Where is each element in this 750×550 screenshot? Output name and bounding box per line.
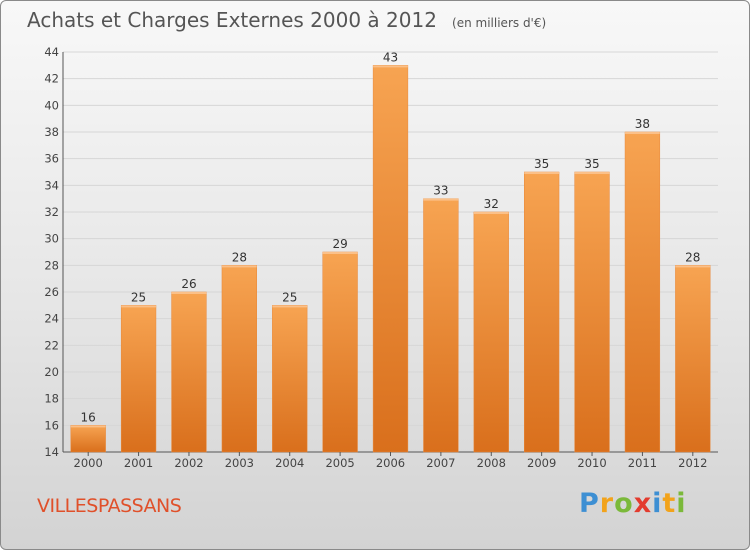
y-tick-label: 14 [44,445,59,459]
y-tick-label: 42 [44,72,59,86]
y-tick-label: 38 [44,125,59,139]
x-tick-label: 2011 [628,456,657,470]
bar-value-label: 33 [433,184,448,198]
x-tick-labels: 2000 2001 2002 2003 2004 2005 2006 2007 2008 2009… [74,452,707,470]
value-labels: 16 25 26 28 25 29 43 33 32 35 35 38 28 [81,50,701,424]
bar [473,211,509,453]
bar-value-label: 43 [383,50,398,64]
logo-letter: o [614,488,634,519]
bar [272,305,308,453]
place-name: VILLESPASSANS [37,495,182,517]
y-tick-label: 18 [44,392,59,406]
bar-value-label: 28 [685,250,700,264]
bar-value-label: 38 [635,117,650,131]
bar-value-label: 16 [81,410,96,424]
chart-title: Achats et Charges Externes 2000 à 2012 (… [27,8,546,32]
bar [372,65,409,453]
bar [70,425,106,453]
y-tick-label: 44 [44,45,59,59]
logo-letter: i [676,488,687,519]
bar-value-label: 35 [584,157,599,171]
bar [322,251,358,453]
y-tick-label: 26 [44,285,59,299]
bar-value-label: 26 [181,277,196,291]
logo-letter: t [662,488,677,519]
x-tick-label: 2003 [225,456,254,470]
x-tick-label: 2010 [577,456,606,470]
logo-letter: r [599,488,615,519]
x-tick-label: 2004 [275,456,304,470]
x-tick-label: 2001 [124,456,153,470]
y-tick-label: 40 [44,98,59,112]
bar [171,291,207,453]
y-tick-label: 24 [44,312,59,326]
proxiti-logo: Proxiti [579,488,687,519]
bar [423,198,459,453]
y-tick-label: 20 [44,365,59,379]
y-tick-label: 32 [44,205,59,219]
bar [624,131,661,453]
bar-value-label: 25 [282,290,297,304]
bars [70,65,711,453]
x-tick-label: 2007 [426,456,455,470]
y-tick-labels: 14 16 18 20 22 24 26 28 30 32 34 36 38 40 42 44 [44,45,59,459]
x-tick-label: 2006 [376,456,405,470]
y-tick-label: 22 [44,338,59,352]
y-tick-label: 36 [44,152,59,166]
logo-letter: x [633,488,653,519]
bar-value-label: 29 [332,237,347,251]
bar-value-label: 35 [534,157,549,171]
bar-value-label: 28 [232,250,247,264]
bar [524,171,560,453]
bar [221,265,257,453]
y-tick-label: 30 [44,232,59,246]
y-tick-label: 28 [44,258,59,272]
logo-letter: P [579,488,600,519]
chart-title-unit: (en milliers d'€) [452,16,546,30]
bar-value-label: 32 [484,197,499,211]
bar [574,171,610,453]
x-tick-label: 2008 [477,456,506,470]
x-tick-label: 2000 [74,456,103,470]
x-tick-label: 2012 [678,456,707,470]
bar-value-label: 25 [131,290,146,304]
y-tick-label: 34 [44,178,59,192]
y-tick-label: 16 [44,418,59,432]
logo-letter: i [652,488,663,519]
chart-title-main: Achats et Charges Externes 2000 à 2012 [27,8,437,32]
x-tick-label: 2005 [325,456,354,470]
bar [675,265,711,453]
x-tick-label: 2009 [527,456,556,470]
x-tick-label: 2002 [174,456,203,470]
bar [120,305,157,453]
